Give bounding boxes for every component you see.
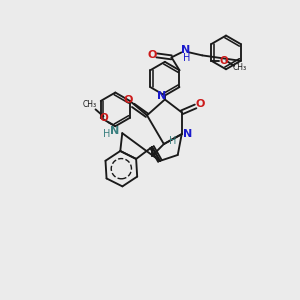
- Text: N: N: [183, 129, 192, 139]
- Text: H: H: [103, 129, 110, 139]
- Text: H: H: [169, 136, 176, 146]
- Text: O: O: [99, 113, 108, 123]
- Text: O: O: [147, 50, 156, 60]
- Text: N: N: [181, 45, 190, 56]
- Text: CH₃: CH₃: [82, 100, 97, 109]
- Text: CH₃: CH₃: [233, 63, 247, 72]
- Text: O: O: [220, 56, 229, 66]
- Text: O: O: [124, 95, 133, 106]
- Text: N: N: [157, 91, 167, 100]
- Text: H: H: [183, 53, 190, 63]
- Text: N: N: [110, 126, 119, 136]
- Text: O: O: [196, 99, 205, 110]
